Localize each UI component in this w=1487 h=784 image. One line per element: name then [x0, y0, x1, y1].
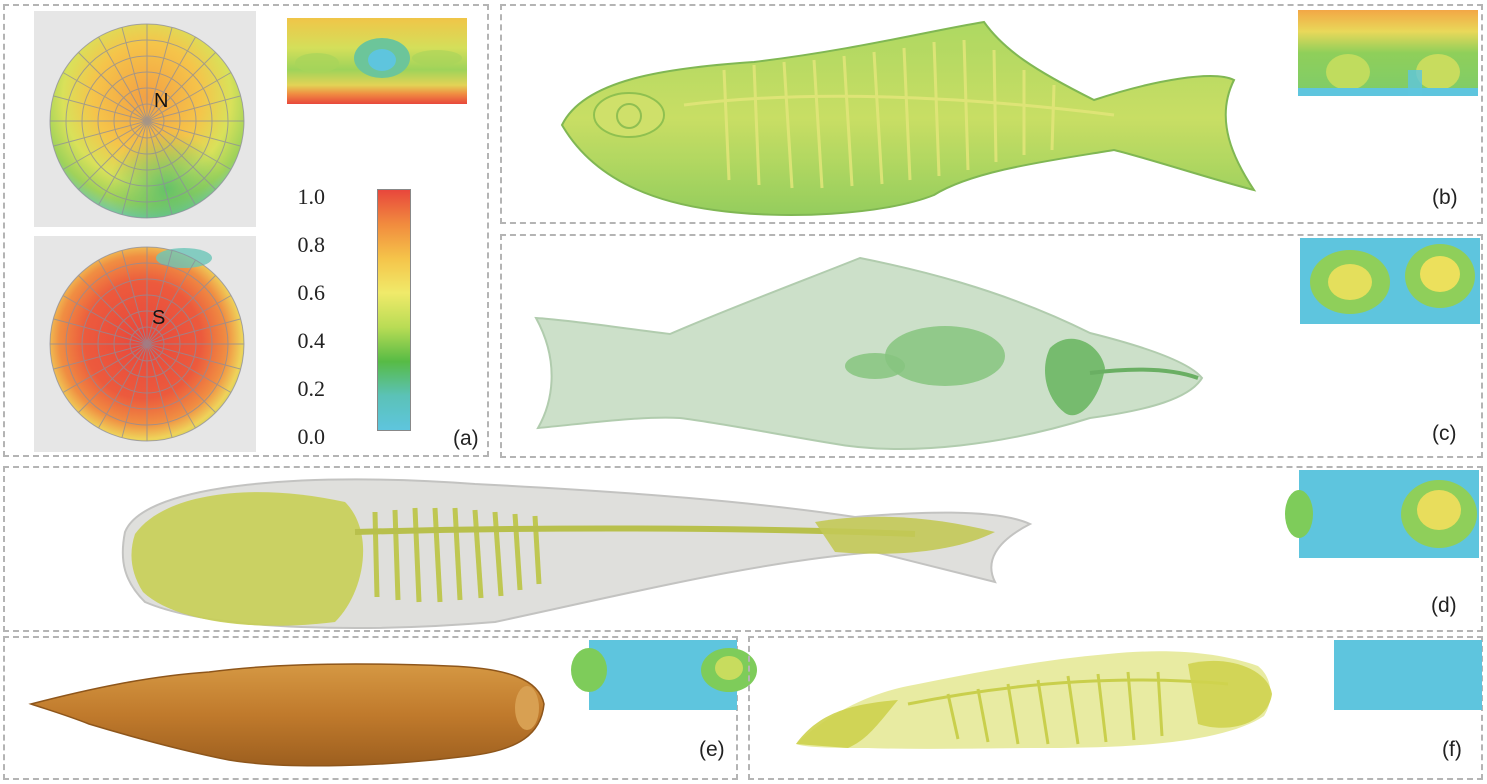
colorbar-tick: 0.0	[297, 424, 326, 449]
view-map-e	[571, 640, 757, 710]
view-map-c	[1300, 238, 1480, 324]
panel-label-a: (a)	[453, 427, 479, 450]
view-map-f	[1334, 640, 1482, 710]
fish-xray-render	[121, 478, 1033, 629]
fish-bone-render	[796, 651, 1272, 749]
panel-label-b: (b)	[1432, 186, 1458, 209]
colorbar-tick: 0.6	[297, 280, 326, 305]
colorbar-tick: 1.0	[297, 184, 326, 209]
north-label: N	[154, 90, 169, 112]
panel-label-f: (f)	[1442, 738, 1462, 761]
panel-e: (e)	[3, 636, 757, 780]
colorbar-tick: 0.8	[297, 232, 326, 257]
south-polar-map	[49, 246, 245, 442]
fish-skeleton-render	[560, 20, 1257, 216]
panel-d: (d)	[3, 466, 1483, 632]
north-polar-map	[49, 23, 245, 219]
panel-label-c: (c)	[1432, 422, 1457, 445]
panel-c: (c)	[500, 234, 1483, 458]
view-map-a	[287, 18, 467, 104]
panel-label-d: (d)	[1431, 594, 1457, 617]
panel-a: N	[3, 4, 489, 457]
fish-surface-render	[28, 663, 545, 767]
panel-label-e: (e)	[699, 738, 725, 761]
colorbar-ticks: 1.0 0.8 0.6 0.4 0.2 0.0	[267, 184, 327, 448]
colorbar-tick: 0.4	[297, 328, 326, 353]
colorbar	[377, 189, 411, 431]
south-label: S	[152, 307, 166, 329]
view-map-d	[1285, 470, 1479, 558]
panel-b: (b)	[500, 4, 1483, 224]
fish-body-render	[534, 256, 1204, 450]
colorbar-tick: 0.2	[297, 376, 326, 401]
panel-f: (f)	[748, 636, 1483, 780]
view-map-b	[1298, 10, 1478, 96]
